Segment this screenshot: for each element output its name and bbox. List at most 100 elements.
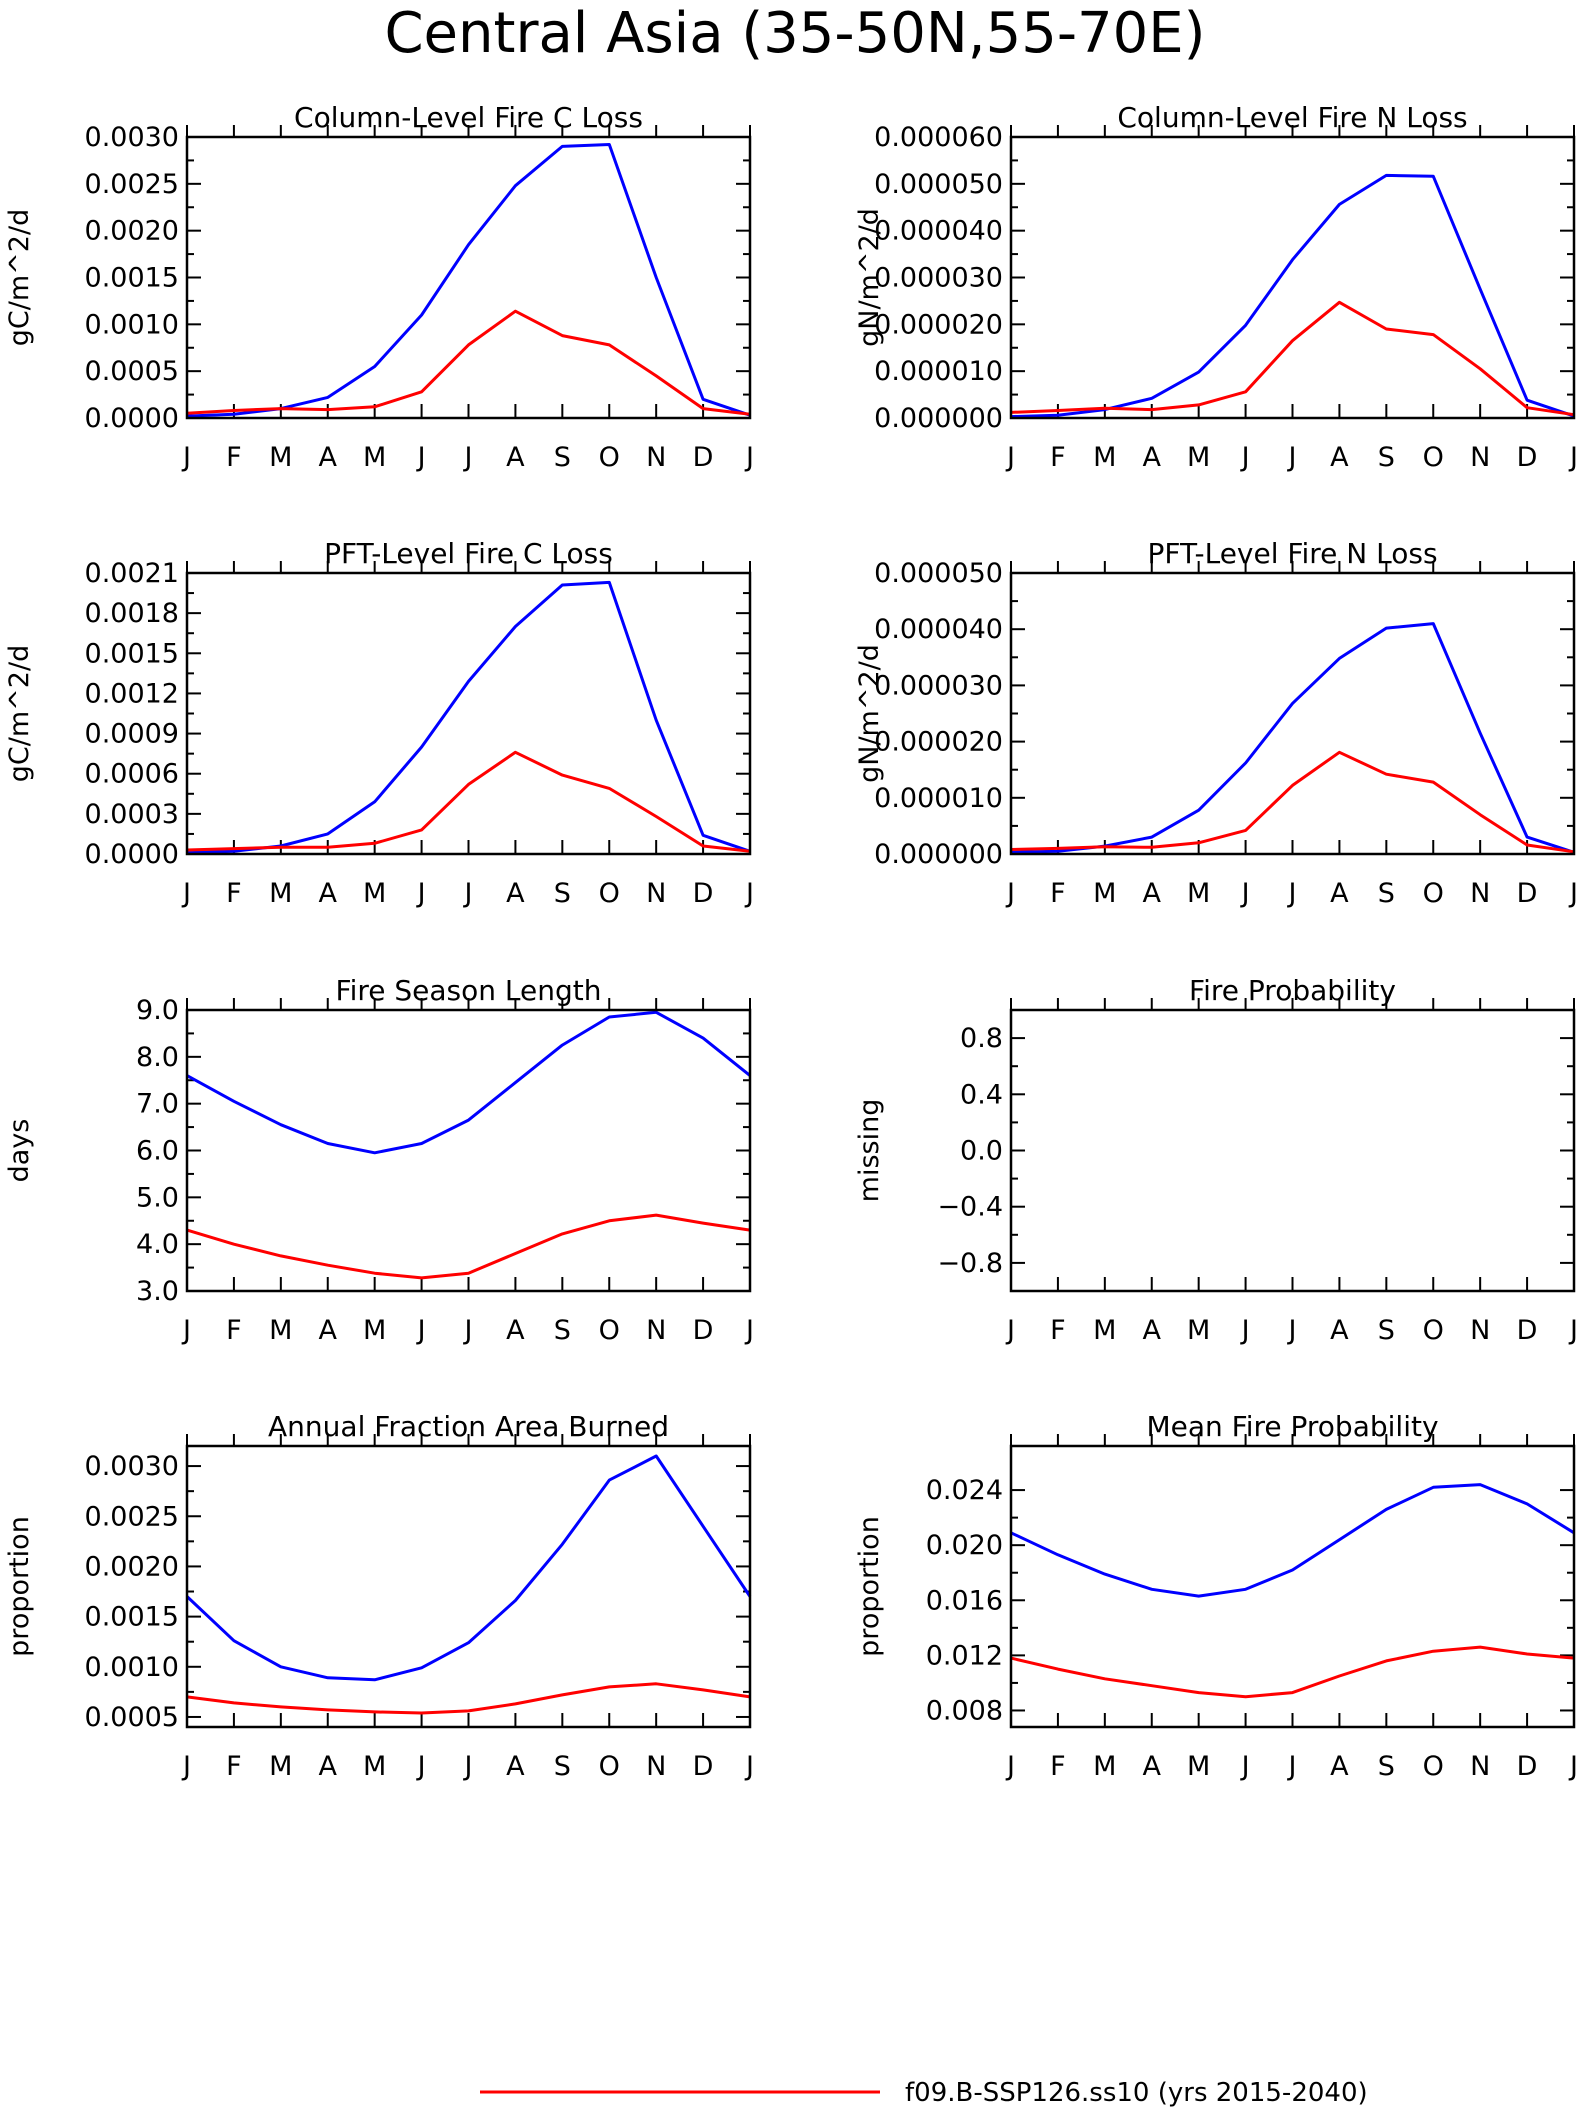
panel-6: Fire Probabilitymissing−0.8−0.40.00.40.8… bbox=[854, 974, 1578, 1346]
panel-8: Mean Fire Probabilityproportion0.0080.01… bbox=[854, 1410, 1578, 1782]
legend: f09.B-SSP126.ss10 (yrs 2015-2040) bbox=[480, 2078, 1368, 2108]
x-tick-label: F bbox=[226, 1751, 242, 1782]
x-tick-label: N bbox=[646, 878, 666, 909]
x-tick-label: J bbox=[1005, 442, 1015, 473]
y-tick-label: 0.0020 bbox=[85, 1551, 179, 1582]
panel-7: Annual Fraction Area Burnedproportion0.0… bbox=[4, 1410, 754, 1782]
y-tick-label: 0.0015 bbox=[85, 1602, 179, 1633]
x-tick-label: N bbox=[646, 1751, 666, 1782]
y-axis-label: gN/m^2/d bbox=[854, 208, 885, 347]
y-tick-label: 0.0010 bbox=[85, 309, 179, 340]
y-tick-label: 0.020 bbox=[926, 1530, 1003, 1561]
series-line-blue bbox=[186, 580, 751, 855]
x-tick-label: J bbox=[463, 442, 473, 473]
plot-frame bbox=[185, 1008, 752, 1293]
series-line-blue bbox=[1010, 173, 1575, 419]
x-tick-label: A bbox=[506, 878, 525, 909]
y-tick-label: 0.008 bbox=[926, 1695, 1003, 1726]
x-tick-label: N bbox=[1470, 1751, 1490, 1782]
y-tick-label: 0.000010 bbox=[874, 356, 1003, 387]
x-tick-label: A bbox=[1330, 878, 1349, 909]
x-tick-label: M bbox=[269, 442, 292, 473]
x-tick-label: S bbox=[554, 1751, 571, 1782]
series-line-blue bbox=[1010, 1483, 1575, 1598]
plot-frame bbox=[1009, 1444, 1576, 1729]
plot-frame bbox=[185, 571, 752, 856]
x-tick-label: M bbox=[1187, 878, 1210, 909]
x-tick-label: F bbox=[1050, 1315, 1066, 1346]
y-tick-label: 8.0 bbox=[136, 1042, 179, 1073]
x-tick-label: A bbox=[319, 442, 338, 473]
y-tick-label: 0.024 bbox=[926, 1475, 1003, 1506]
series-line-red bbox=[186, 1213, 751, 1280]
y-tick-label: 4.0 bbox=[136, 1229, 179, 1260]
x-tick-label: J bbox=[1287, 1751, 1297, 1782]
panel-1: Column-Level Fire C LossgC/m^2/d0.00000.… bbox=[4, 101, 754, 473]
x-tick-label: N bbox=[646, 1315, 666, 1346]
x-tick-label: J bbox=[463, 1315, 473, 1346]
x-tick-label: S bbox=[1378, 442, 1395, 473]
series-line-red bbox=[186, 1682, 751, 1715]
x-tick-label: J bbox=[1568, 442, 1578, 473]
series-line-red bbox=[186, 750, 751, 853]
y-tick-label: 0.016 bbox=[926, 1585, 1003, 1616]
x-tick-label: N bbox=[1470, 442, 1490, 473]
x-tick-label: J bbox=[416, 442, 426, 473]
x-tick-label: D bbox=[693, 1315, 714, 1346]
x-tick-label: J bbox=[1240, 1315, 1250, 1346]
y-axis-label: gC/m^2/d bbox=[4, 645, 35, 782]
x-tick-label: O bbox=[599, 1315, 620, 1346]
x-tick-label: D bbox=[1517, 878, 1538, 909]
y-tick-label: 0.000020 bbox=[874, 309, 1003, 340]
x-tick-label: D bbox=[693, 878, 714, 909]
y-tick-label: 0.0030 bbox=[85, 122, 179, 153]
y-tick-label: 0.0005 bbox=[85, 1702, 179, 1733]
x-tick-label: D bbox=[1517, 1315, 1538, 1346]
x-tick-label: J bbox=[744, 1315, 754, 1346]
y-axis-label: gN/m^2/d bbox=[854, 644, 885, 783]
x-tick-label: O bbox=[1423, 1315, 1444, 1346]
x-tick-label: M bbox=[1093, 1315, 1116, 1346]
y-tick-label: 0.0012 bbox=[85, 678, 179, 709]
x-tick-label: J bbox=[1287, 878, 1297, 909]
x-tick-label: M bbox=[1187, 442, 1210, 473]
plot-frame bbox=[1009, 1008, 1576, 1293]
x-tick-label: F bbox=[226, 442, 242, 473]
y-tick-label: 0.0015 bbox=[85, 263, 179, 294]
y-axis-label: proportion bbox=[854, 1516, 885, 1657]
y-axis-label: proportion bbox=[4, 1516, 35, 1657]
x-tick-label: S bbox=[554, 1315, 571, 1346]
x-tick-label: M bbox=[269, 1315, 292, 1346]
y-tick-label: 5.0 bbox=[136, 1182, 179, 1213]
x-tick-label: J bbox=[1005, 1315, 1015, 1346]
x-tick-label: D bbox=[1517, 442, 1538, 473]
y-tick-label: 0.0030 bbox=[85, 1451, 179, 1482]
y-tick-label: 0.0005 bbox=[85, 356, 179, 387]
x-tick-label: M bbox=[363, 1751, 386, 1782]
x-tick-label: J bbox=[463, 1751, 473, 1782]
y-tick-label: 0.0 bbox=[960, 1136, 1003, 1167]
x-tick-label: J bbox=[181, 442, 191, 473]
x-tick-label: O bbox=[1423, 442, 1444, 473]
x-tick-label: N bbox=[1470, 878, 1490, 909]
x-tick-label: S bbox=[1378, 878, 1395, 909]
x-tick-label: J bbox=[416, 1315, 426, 1346]
y-tick-label: 0.000020 bbox=[874, 727, 1003, 758]
y-tick-label: 0.0015 bbox=[85, 638, 179, 669]
x-tick-label: M bbox=[269, 1751, 292, 1782]
series-line-red bbox=[1010, 1645, 1575, 1699]
x-tick-label: J bbox=[416, 878, 426, 909]
y-tick-label: 0.0006 bbox=[85, 759, 179, 790]
x-tick-label: S bbox=[554, 442, 571, 473]
plot-frame bbox=[185, 135, 752, 420]
y-tick-label: 0.0025 bbox=[85, 1501, 179, 1532]
panel-5: Fire Season Lengthdays3.04.05.06.07.08.0… bbox=[4, 974, 754, 1346]
y-tick-label: 0.0000 bbox=[85, 839, 179, 870]
x-tick-label: J bbox=[1568, 1751, 1578, 1782]
y-tick-label: −0.8 bbox=[937, 1248, 1003, 1279]
y-tick-label: 0.0000 bbox=[85, 403, 179, 434]
x-tick-label: J bbox=[181, 1315, 191, 1346]
plot-frame bbox=[1009, 571, 1576, 856]
y-tick-label: 3.0 bbox=[136, 1276, 179, 1307]
y-axis-label: gC/m^2/d bbox=[4, 209, 35, 346]
